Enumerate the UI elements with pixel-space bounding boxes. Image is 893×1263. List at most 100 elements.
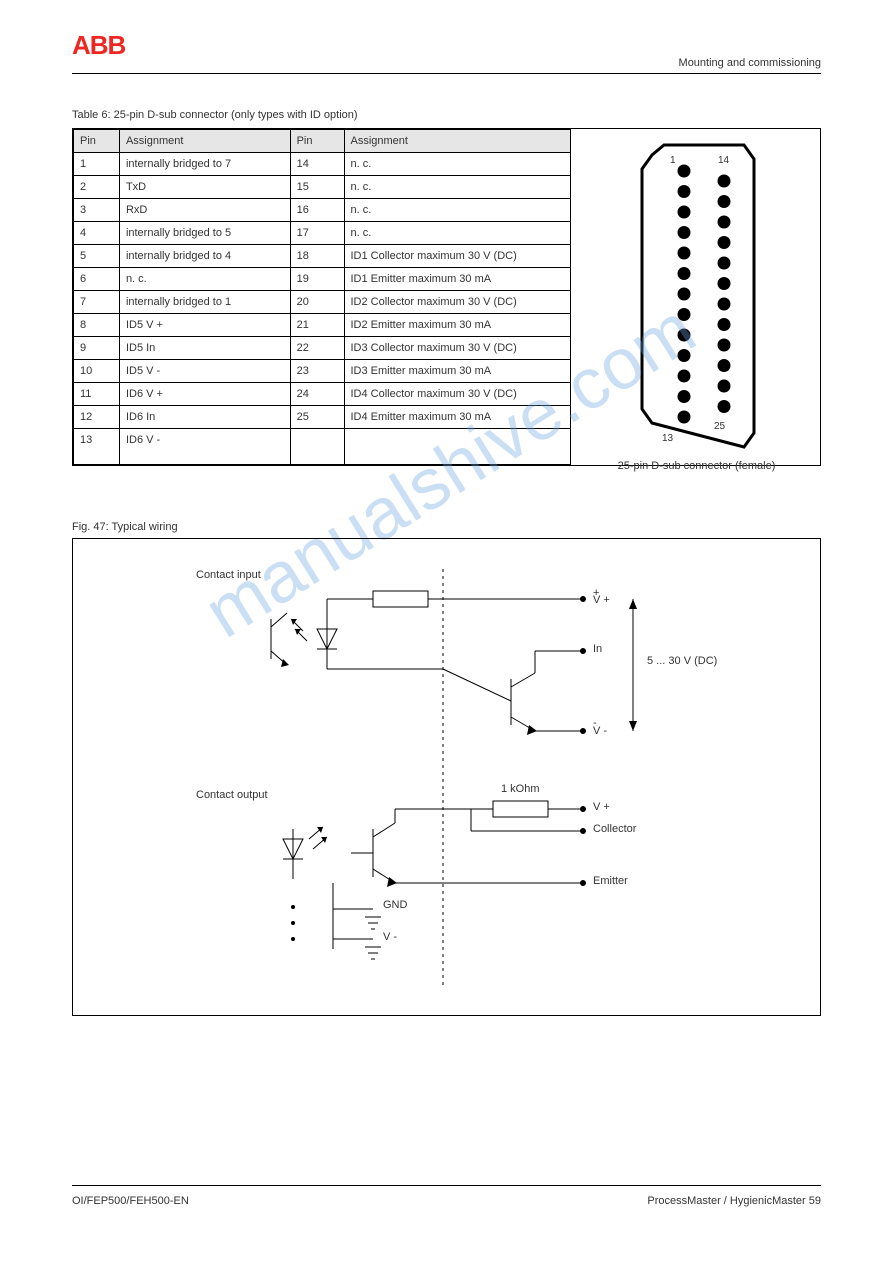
- table-cell: ID2 Collector maximum 30 V (DC): [344, 291, 571, 314]
- table-cell: [290, 429, 344, 465]
- table-row: 12ID6 In25ID4 Emitter maximum 30 mA: [74, 406, 571, 429]
- pin-label-14: 14: [718, 155, 730, 166]
- label-emitter: Emitter: [593, 875, 628, 887]
- table-cell: 25: [290, 406, 344, 429]
- pin-label-1: 1: [670, 155, 676, 166]
- table-cell: ID1 Collector maximum 30 V (DC): [344, 245, 571, 268]
- label-gnd: GND: [383, 899, 407, 911]
- footer-page-number: ProcessMaster / HygienicMaster 59: [647, 1195, 821, 1207]
- label-range: 5 ... 30 V (DC): [647, 655, 717, 667]
- table-cell: 2: [74, 176, 120, 199]
- pin-label-25: 25: [714, 421, 726, 432]
- table-cell: ID3 Collector maximum 30 V (DC): [344, 337, 571, 360]
- table-cell: 4: [74, 222, 120, 245]
- table-row: 6n. c.19ID1 Emitter maximum 30 mA: [74, 268, 571, 291]
- table-cell: ID3 Emitter maximum 30 mA: [344, 360, 571, 383]
- col-pin: Pin: [74, 130, 120, 153]
- table-row: 7internally bridged to 120ID2 Collector …: [74, 291, 571, 314]
- table-row: 8ID5 V +21ID2 Emitter maximum 30 mA: [74, 314, 571, 337]
- table-cell: ID1 Emitter maximum 30 mA: [344, 268, 571, 291]
- table-cell: 1: [74, 153, 120, 176]
- table-cell: 14: [290, 153, 344, 176]
- page-title: Mounting and commissioning: [679, 57, 821, 69]
- table-caption: Table 6: 25-pin D-sub connector (only ty…: [72, 109, 358, 121]
- table-cell: internally bridged to 7: [119, 153, 290, 176]
- table-row: 13ID6 V -: [74, 429, 571, 465]
- table-row: 5internally bridged to 418ID1 Collector …: [74, 245, 571, 268]
- table-cell: ID5 V -: [119, 360, 290, 383]
- table-cell: internally bridged to 4: [119, 245, 290, 268]
- table-cell: 19: [290, 268, 344, 291]
- table-cell: 16: [290, 199, 344, 222]
- table-cell: internally bridged to 1: [119, 291, 290, 314]
- label-vminus-bot: V -: [383, 931, 397, 943]
- table-cell: ID4 Collector maximum 30 V (DC): [344, 383, 571, 406]
- table-cell: ID4 Emitter maximum 30 mA: [344, 406, 571, 429]
- table-cell: 24: [290, 383, 344, 406]
- table-row: 4internally bridged to 517n. c.: [74, 222, 571, 245]
- table-row: 1internally bridged to 714n. c.: [74, 153, 571, 176]
- table-cell: TxD: [119, 176, 290, 199]
- pin-label-13: 13: [662, 433, 674, 444]
- table-cell: 23: [290, 360, 344, 383]
- table-cell: 15: [290, 176, 344, 199]
- figure-caption: Fig. 47: Typical wiring: [72, 521, 178, 533]
- table-row: 11ID6 V +24ID4 Collector maximum 30 V (D…: [74, 383, 571, 406]
- label-vplus: V +: [593, 594, 610, 606]
- label-vplus-out: V +: [593, 801, 610, 813]
- table-cell: 9: [74, 337, 120, 360]
- label-in: In: [593, 643, 602, 655]
- table-cell: ID5 V +: [119, 314, 290, 337]
- col-assignment-2: Assignment: [344, 130, 571, 153]
- table-cell: 7: [74, 291, 120, 314]
- table-cell: 21: [290, 314, 344, 337]
- table-cell: [344, 429, 571, 465]
- table-row: 9ID5 In22ID3 Collector maximum 30 V (DC): [74, 337, 571, 360]
- table-cell: 5: [74, 245, 120, 268]
- table-cell: 6: [74, 268, 120, 291]
- table-row: 2TxD15n. c.: [74, 176, 571, 199]
- table-cell: ID2 Emitter maximum 30 mA: [344, 314, 571, 337]
- label-vminus-top: V -: [593, 725, 607, 737]
- table-cell: n. c.: [344, 199, 571, 222]
- pin-assignment-table: Pin Assignment Pin Assignment 1internall…: [73, 129, 571, 465]
- footer-doc-id: OI/FEP500/FEH500-EN: [72, 1195, 189, 1207]
- table-cell: 17: [290, 222, 344, 245]
- label-collector: Collector: [593, 823, 636, 835]
- table-cell: ID5 In: [119, 337, 290, 360]
- table-cell: 20: [290, 291, 344, 314]
- table-cell: RxD: [119, 199, 290, 222]
- table-cell: 18: [290, 245, 344, 268]
- footer-rule: [72, 1185, 821, 1186]
- contact-output-label: Contact output: [196, 789, 268, 801]
- dsub-connector-icon: 1 14 13 25: [632, 141, 762, 451]
- table-cell: 22: [290, 337, 344, 360]
- wiring-svg: [73, 539, 822, 1017]
- connector-graphic: 1 14 13 25 25-pin D-sub connector (femal…: [571, 129, 822, 465]
- table-cell: ID6 V +: [119, 383, 290, 406]
- table-cell: 11: [74, 383, 120, 406]
- table-cell: internally bridged to 5: [119, 222, 290, 245]
- table-row: 10ID5 V -23ID3 Emitter maximum 30 mA: [74, 360, 571, 383]
- wiring-diagram: Contact input Contact output: [72, 538, 821, 1016]
- table-cell: ID6 In: [119, 406, 290, 429]
- col-assignment: Assignment: [119, 130, 290, 153]
- table-cell: 13: [74, 429, 120, 465]
- label-1k: 1 kOhm: [501, 783, 540, 795]
- table-cell: n. c.: [344, 176, 571, 199]
- contact-input-label: Contact input: [196, 569, 261, 581]
- col-pin-2: Pin: [290, 130, 344, 153]
- header-rule: [72, 73, 821, 74]
- table-cell: 12: [74, 406, 120, 429]
- table-header-row: Pin Assignment Pin Assignment: [74, 130, 571, 153]
- table-cell: ID6 V -: [119, 429, 290, 465]
- connector-caption: 25-pin D-sub connector (female): [571, 460, 822, 472]
- table-cell: n. c.: [344, 222, 571, 245]
- table-cell: n. c.: [119, 268, 290, 291]
- table-cell: n. c.: [344, 153, 571, 176]
- abb-logo: ABB: [72, 30, 125, 61]
- table-cell: 8: [74, 314, 120, 337]
- table-cell: 3: [74, 199, 120, 222]
- table-row: 3RxD16n. c.: [74, 199, 571, 222]
- pin-table-container: Pin Assignment Pin Assignment 1internall…: [72, 128, 821, 466]
